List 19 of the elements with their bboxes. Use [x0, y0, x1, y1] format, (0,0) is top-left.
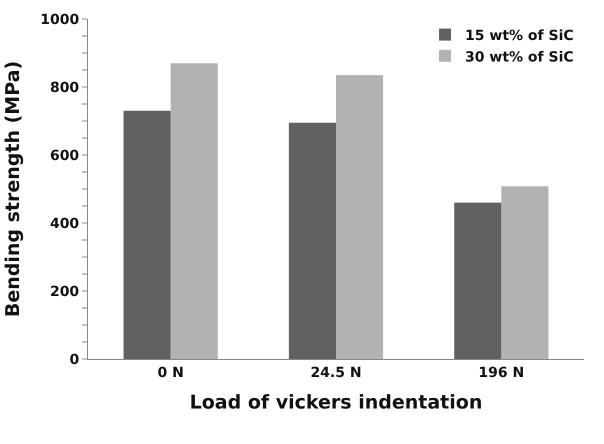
- bar: [288, 122, 336, 359]
- y-tick-label: 1000: [40, 12, 80, 28]
- bar: [170, 63, 218, 359]
- y-axis-title: Bending strength (MPa): [2, 60, 24, 318]
- y-tick-label: 800: [50, 80, 80, 96]
- y-tick-label: 200: [50, 284, 80, 300]
- bar: [454, 202, 502, 359]
- x-tick-label: 24.5 N: [310, 364, 362, 381]
- y-tick-label: 600: [50, 148, 80, 164]
- x-axis-title: Load of vickers indentation: [190, 392, 482, 414]
- x-tick-label: 0 N: [158, 364, 184, 381]
- legend-label: 30 wt% of SiC: [465, 49, 574, 66]
- legend-label: 15 wt% of SiC: [465, 28, 574, 44]
- bar: [124, 110, 171, 359]
- y-tick-label: 400: [50, 216, 80, 232]
- bar: [501, 186, 548, 359]
- bar: [336, 75, 384, 359]
- y-tick-label: 0: [69, 352, 80, 368]
- x-tick-label: 196 N: [478, 364, 524, 381]
